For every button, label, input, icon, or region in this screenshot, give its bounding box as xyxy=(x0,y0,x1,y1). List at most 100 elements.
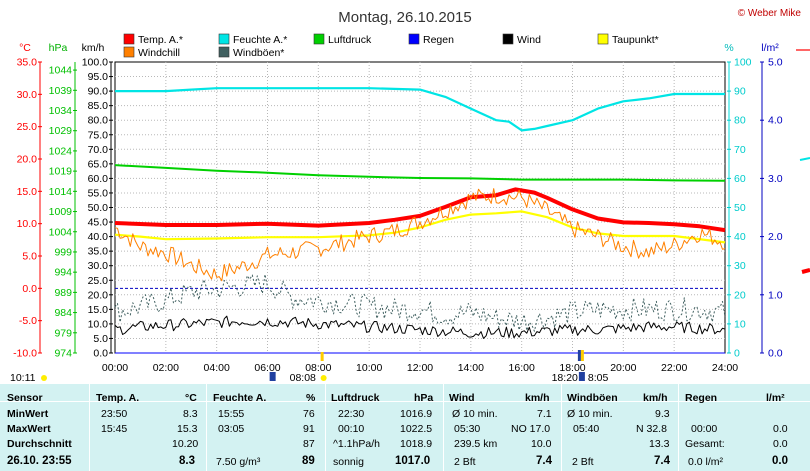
legend-swatch xyxy=(313,33,325,45)
avg-wind-distance: 239.5 km xyxy=(454,438,498,450)
wind-tick-label: 80.0 xyxy=(88,115,109,127)
x-tick-label: 06:00 xyxy=(254,362,280,374)
temp-unit-label: °C xyxy=(19,42,31,54)
legend-swatch xyxy=(502,33,514,45)
series-wind xyxy=(114,315,726,339)
wind-tick-label: 5.0 xyxy=(93,333,108,345)
series-windchill xyxy=(114,188,726,282)
series-windböen xyxy=(114,273,726,332)
avg-hum-value: 87 xyxy=(303,438,315,450)
series-luftdruck xyxy=(114,164,726,182)
series-feuchte-a xyxy=(115,87,725,132)
legend-label: Taupunkt* xyxy=(612,34,659,46)
pres-tick-label: 1029 xyxy=(49,125,73,137)
min-gust-label: Ø 10 min. xyxy=(567,408,613,420)
wind-tick-label: 10.0 xyxy=(88,318,109,330)
weather-chart: Montag, 26.10.2015 © Weber Mike Temp. A.… xyxy=(10,8,810,384)
max-temp-value: 15.3 xyxy=(177,423,198,435)
avg-temp-value: 10.20 xyxy=(172,438,199,450)
min-gust-value: 9.3 xyxy=(655,408,670,420)
temp-tick-label: 0.0 xyxy=(22,283,37,295)
pres-tick-label: 1009 xyxy=(49,206,73,218)
x-tick-label: 02:00 xyxy=(153,362,179,374)
current-abs-humidity: 7.50 g/m³ xyxy=(216,456,261,468)
rain-tick-label: 3.0 xyxy=(768,173,783,185)
rain-tick-label: 4.0 xyxy=(768,115,783,127)
temp-tick-label: 15.0 xyxy=(17,186,38,198)
series-taupunkt xyxy=(114,210,726,244)
wind-tick-label: 75.0 xyxy=(88,129,109,141)
max-wind-time: 05:30 xyxy=(454,423,481,435)
avg-label: Durchschnitt xyxy=(7,438,72,450)
temp-tick-label: 25.0 xyxy=(17,121,38,133)
header-hum: Feuchte A. xyxy=(213,392,267,404)
current-rain-value: 0.0 xyxy=(772,455,788,467)
x-tick-label: 20:00 xyxy=(610,362,636,374)
x-tick-label: 22:00 xyxy=(661,362,687,374)
pres-tick-label: 984 xyxy=(54,307,72,319)
hum-tick-label: 50 xyxy=(734,202,746,214)
wind-tick-label: 35.0 xyxy=(88,246,109,258)
hum-tick-label: 70 xyxy=(734,144,746,156)
hum-tick-label: 30 xyxy=(734,260,746,272)
hum-tick-label: 40 xyxy=(734,231,746,243)
sunrise-tick xyxy=(320,352,324,361)
wind-tick-label: 90.0 xyxy=(88,86,109,98)
pres-unit-label: hPa xyxy=(49,42,68,54)
legend-label: Windchill xyxy=(138,47,180,59)
moon-time-label: 8:05 xyxy=(588,372,609,384)
data-series xyxy=(114,49,810,354)
current-gust-bft: 2 Bft xyxy=(572,456,594,468)
grid-lines xyxy=(115,62,725,353)
min-pres-time: 22:30 xyxy=(338,408,365,420)
current-wind-bft: 2 Bft xyxy=(454,456,476,468)
sun-icon xyxy=(41,375,47,381)
legend-label: Feuchte A.* xyxy=(233,34,287,46)
edge-mark xyxy=(799,157,810,161)
pres-tick-label: 989 xyxy=(54,287,72,299)
header-rain-unit: l/m² xyxy=(766,392,785,404)
x-tick-label: 04:00 xyxy=(204,362,230,374)
current-weather-text: sonnig xyxy=(333,456,364,468)
min-wind-label: Ø 10 min. xyxy=(452,408,498,420)
max-pres-time: 00:10 xyxy=(338,423,365,435)
temp-tick-label: 10.0 xyxy=(17,218,38,230)
sunset-tick xyxy=(580,350,584,361)
credit-text: © Weber Mike xyxy=(738,8,802,19)
wind-tick-label: 45.0 xyxy=(88,217,109,229)
header-pres-unit: hPa xyxy=(414,392,434,404)
legend: Temp. A.* Feuchte A.* Luftdruck Regen Wind Ta… xyxy=(123,33,659,59)
wind-tick-label: 40.0 xyxy=(88,231,109,243)
sunset-label: 18:20 xyxy=(552,372,578,384)
max-hum-time: 03:05 xyxy=(218,423,245,435)
temp-tick-label: 35.0 xyxy=(17,57,38,69)
temp-tick-label: 5.0 xyxy=(22,251,37,263)
avg-wind-value: 10.0 xyxy=(531,438,552,450)
wind-unit-label: km/h xyxy=(82,42,105,54)
wind-tick-label: 60.0 xyxy=(88,173,109,185)
sunset-tick xyxy=(577,350,581,361)
moon-icon xyxy=(269,372,276,381)
wind-tick-label: 100.0 xyxy=(82,57,108,69)
max-rain-time: 00:00 xyxy=(691,423,718,435)
wind-tick-label: 30.0 xyxy=(88,260,109,272)
pres-tick-label: 1004 xyxy=(49,226,73,238)
legend-swatch xyxy=(123,46,135,58)
avg-rain-value: 0.0 xyxy=(773,438,788,450)
max-label: MaxWert xyxy=(7,423,51,435)
temp-tick-label: -5.0 xyxy=(19,315,37,327)
rain-unit-label: l/m² xyxy=(761,42,779,54)
x-tick-label: 18:00 xyxy=(559,362,585,374)
header-temp: Temp. A. xyxy=(96,392,140,404)
wind-tick-label: 20.0 xyxy=(88,289,109,301)
current-temp-value: 8.3 xyxy=(179,455,195,467)
wind-tick-label: 0.0 xyxy=(93,348,108,360)
min-temp-value: 8.3 xyxy=(183,408,198,420)
header-sensor: Sensor xyxy=(7,392,43,404)
pres-tick-label: 979 xyxy=(54,327,72,339)
avg-rain-label: Gesamt: xyxy=(685,438,725,450)
wind-tick-label: 15.0 xyxy=(88,304,109,316)
x-tick-label: 16:00 xyxy=(509,362,535,374)
header-gust: Windböen xyxy=(567,392,618,404)
legend-swatch xyxy=(597,33,609,45)
